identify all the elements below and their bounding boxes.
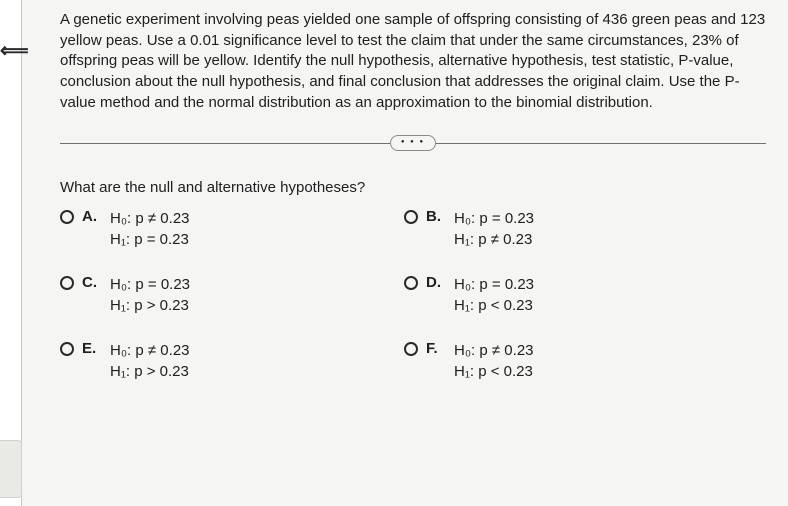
option-b: B. H₀: p = 0.23 H₁: p ≠ 0.23 <box>404 208 720 250</box>
left-sidebar <box>0 0 22 506</box>
question-text: What are the null and alternative hypoth… <box>60 179 766 196</box>
problem-statement: A genetic experiment involving peas yiel… <box>60 10 766 113</box>
option-c: C. H₀: p = 0.23 H₁: p > 0.23 <box>60 274 376 316</box>
option-letter: A. <box>82 208 102 250</box>
option-h1: H₁: p < 0.23 <box>454 295 534 316</box>
option-a: A. H₀: p ≠ 0.23 H₁: p = 0.23 <box>60 208 376 250</box>
radio-b[interactable] <box>404 210 418 224</box>
option-lines: H₀: p = 0.23 H₁: p > 0.23 <box>110 274 190 316</box>
option-letter: C. <box>82 274 102 316</box>
option-d: D. H₀: p = 0.23 H₁: p < 0.23 <box>404 274 720 316</box>
option-f: F. H₀: p ≠ 0.23 H₁: p < 0.23 <box>404 340 720 382</box>
option-lines: H₀: p ≠ 0.23 H₁: p = 0.23 <box>110 208 190 250</box>
option-h1: H₁: p = 0.23 <box>110 229 190 250</box>
option-h1: H₁: p ≠ 0.23 <box>454 229 534 250</box>
option-h0: H₀: p = 0.23 <box>454 208 534 229</box>
option-letter: F. <box>426 340 446 382</box>
question-page: A genetic experiment involving peas yiel… <box>22 0 788 506</box>
more-button[interactable]: ● ● ● <box>390 135 436 151</box>
option-letter: E. <box>82 340 102 382</box>
collapsed-panel-tab[interactable] <box>0 440 22 498</box>
option-body: C. H₀: p = 0.23 H₁: p > 0.23 <box>82 274 190 316</box>
option-h1: H₁: p > 0.23 <box>110 295 190 316</box>
option-h0: H₀: p = 0.23 <box>454 274 534 295</box>
option-body: B. H₀: p = 0.23 H₁: p ≠ 0.23 <box>426 208 534 250</box>
option-body: E. H₀: p ≠ 0.23 H₁: p > 0.23 <box>82 340 190 382</box>
radio-a[interactable] <box>60 210 74 224</box>
option-body: D. H₀: p = 0.23 H₁: p < 0.23 <box>426 274 534 316</box>
radio-d[interactable] <box>404 276 418 290</box>
option-letter: B. <box>426 208 446 250</box>
section-divider: ● ● ● <box>60 135 766 153</box>
option-lines: H₀: p ≠ 0.23 H₁: p < 0.23 <box>454 340 534 382</box>
option-h0: H₀: p = 0.23 <box>110 274 190 295</box>
option-letter: D. <box>426 274 446 316</box>
option-h0: H₀: p ≠ 0.23 <box>110 208 190 229</box>
option-h0: H₀: p ≠ 0.23 <box>454 340 534 361</box>
radio-c[interactable] <box>60 276 74 290</box>
option-lines: H₀: p = 0.23 H₁: p ≠ 0.23 <box>454 208 534 250</box>
options-grid: A. H₀: p ≠ 0.23 H₁: p = 0.23 B. H₀: p = … <box>60 208 720 382</box>
option-lines: H₀: p ≠ 0.23 H₁: p > 0.23 <box>110 340 190 382</box>
back-arrow-icon[interactable]: ⟸ <box>0 38 22 63</box>
radio-e[interactable] <box>60 342 74 356</box>
option-h0: H₀: p ≠ 0.23 <box>110 340 190 361</box>
option-e: E. H₀: p ≠ 0.23 H₁: p > 0.23 <box>60 340 376 382</box>
radio-f[interactable] <box>404 342 418 356</box>
option-lines: H₀: p = 0.23 H₁: p < 0.23 <box>454 274 534 316</box>
option-body: F. H₀: p ≠ 0.23 H₁: p < 0.23 <box>426 340 534 382</box>
option-h1: H₁: p > 0.23 <box>110 361 190 382</box>
option-body: A. H₀: p ≠ 0.23 H₁: p = 0.23 <box>82 208 190 250</box>
option-h1: H₁: p < 0.23 <box>454 361 534 382</box>
